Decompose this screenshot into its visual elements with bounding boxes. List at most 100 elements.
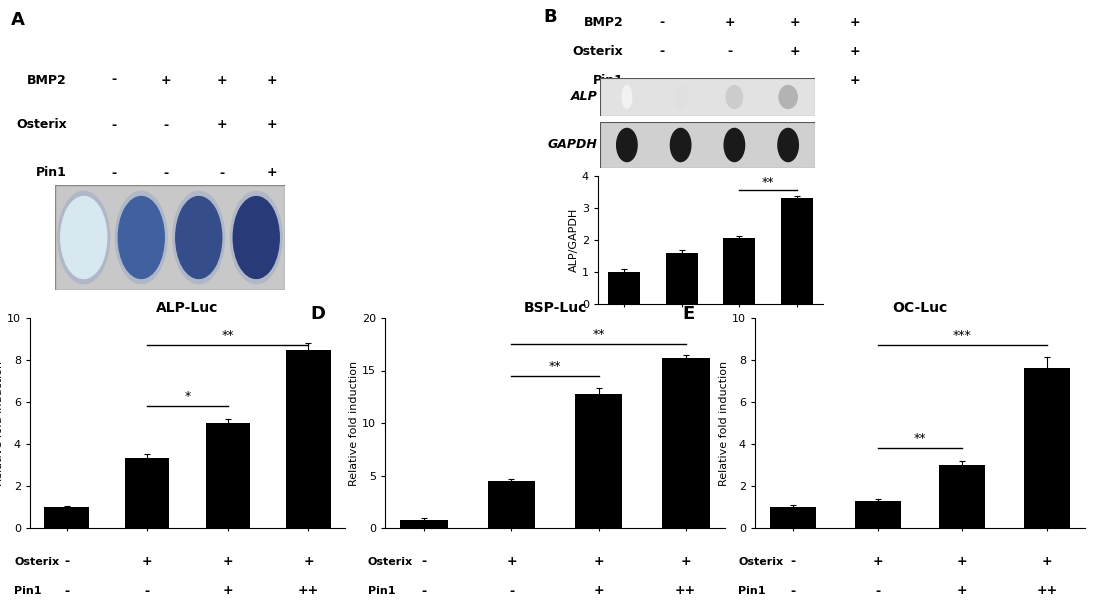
Text: *: * (185, 390, 190, 403)
Text: A: A (11, 11, 25, 29)
Text: +: + (957, 585, 968, 597)
Text: -: - (875, 585, 880, 597)
Text: ***: *** (953, 329, 972, 342)
Text: B: B (544, 8, 557, 26)
Ellipse shape (670, 128, 691, 161)
Bar (575, 394, 623, 528)
Y-axis label: Relative fold induction: Relative fold induction (349, 360, 359, 486)
Text: D: D (310, 305, 325, 324)
Bar (666, 253, 698, 304)
Text: +: + (851, 74, 860, 87)
Title: OC-Luc: OC-Luc (893, 301, 948, 316)
Ellipse shape (674, 85, 687, 109)
Bar (770, 507, 816, 528)
Text: -: - (509, 585, 514, 597)
Text: Pin1: Pin1 (739, 586, 765, 596)
Text: +: + (593, 585, 604, 597)
Text: -: - (64, 555, 69, 568)
Text: Osterix: Osterix (739, 557, 783, 567)
Text: **: ** (221, 329, 234, 342)
Text: +: + (680, 555, 691, 568)
Text: +: + (851, 45, 860, 58)
Text: **: ** (914, 432, 926, 445)
Text: +: + (267, 74, 276, 87)
Text: -: - (111, 119, 116, 131)
Text: ++: ++ (1036, 585, 1057, 597)
Text: +: + (593, 555, 604, 568)
Text: Pin1: Pin1 (593, 74, 624, 87)
Ellipse shape (230, 192, 282, 284)
Text: +: + (217, 119, 228, 131)
Text: +: + (160, 74, 171, 87)
Text: -: - (728, 45, 732, 58)
Text: Pin1: Pin1 (368, 586, 395, 596)
Text: -: - (219, 166, 225, 179)
Text: ++: ++ (298, 585, 320, 597)
Text: +: + (267, 119, 276, 131)
Text: -: - (421, 555, 427, 568)
Title: ALP-Luc: ALP-Luc (156, 301, 219, 316)
Bar (855, 500, 901, 528)
Text: +: + (957, 555, 968, 568)
Title: BSP-Luc: BSP-Luc (523, 301, 586, 316)
Text: Osterix: Osterix (14, 557, 60, 567)
Text: **: ** (762, 176, 774, 189)
Text: -: - (421, 585, 427, 597)
Bar (939, 465, 985, 528)
Text: BMP2: BMP2 (28, 74, 67, 87)
Text: +: + (1042, 555, 1052, 568)
Text: -: - (792, 74, 797, 87)
Text: +: + (507, 555, 517, 568)
Text: ALP: ALP (571, 90, 598, 104)
Text: GAPDH: GAPDH (547, 139, 598, 152)
Bar (661, 358, 710, 528)
Text: **: ** (593, 328, 605, 341)
Bar (125, 457, 169, 528)
Ellipse shape (779, 85, 797, 109)
Text: Pin1: Pin1 (36, 166, 67, 179)
Text: Osterix: Osterix (573, 45, 624, 58)
Ellipse shape (115, 192, 167, 284)
Ellipse shape (778, 128, 799, 161)
Text: -: - (728, 74, 732, 87)
Text: -: - (111, 166, 116, 179)
Y-axis label: Relative fold induction: Relative fold induction (0, 360, 4, 486)
Y-axis label: ALP/GAPDH: ALP/GAPDH (570, 208, 580, 272)
Bar (44, 507, 88, 528)
Ellipse shape (233, 196, 279, 279)
Bar (400, 519, 448, 528)
Text: -: - (145, 585, 149, 597)
Text: -: - (791, 585, 796, 597)
Bar (286, 349, 331, 528)
Ellipse shape (118, 196, 165, 279)
Ellipse shape (622, 85, 632, 109)
Ellipse shape (58, 192, 109, 284)
Text: -: - (659, 74, 665, 87)
Text: -: - (111, 74, 116, 87)
Ellipse shape (727, 85, 742, 109)
Text: **: ** (549, 360, 561, 373)
Bar (488, 481, 535, 528)
Ellipse shape (61, 196, 107, 279)
Text: +: + (222, 555, 233, 568)
Text: +: + (303, 555, 314, 568)
Text: Osterix: Osterix (17, 119, 67, 131)
Text: -: - (659, 45, 665, 58)
Text: +: + (873, 555, 883, 568)
Text: -: - (791, 555, 796, 568)
Bar (608, 272, 640, 304)
Bar (1023, 368, 1070, 528)
Ellipse shape (176, 196, 221, 279)
Text: -: - (64, 585, 69, 597)
Text: +: + (142, 555, 153, 568)
Text: +: + (724, 16, 735, 29)
Text: -: - (659, 16, 665, 29)
Ellipse shape (617, 128, 637, 161)
Text: Osterix: Osterix (368, 557, 413, 567)
Text: +: + (267, 166, 276, 179)
Y-axis label: Relative fold induction: Relative fold induction (719, 360, 729, 486)
Bar (781, 198, 813, 304)
Text: BMP2: BMP2 (584, 16, 624, 29)
Text: E: E (682, 305, 695, 324)
Text: +: + (217, 74, 228, 87)
